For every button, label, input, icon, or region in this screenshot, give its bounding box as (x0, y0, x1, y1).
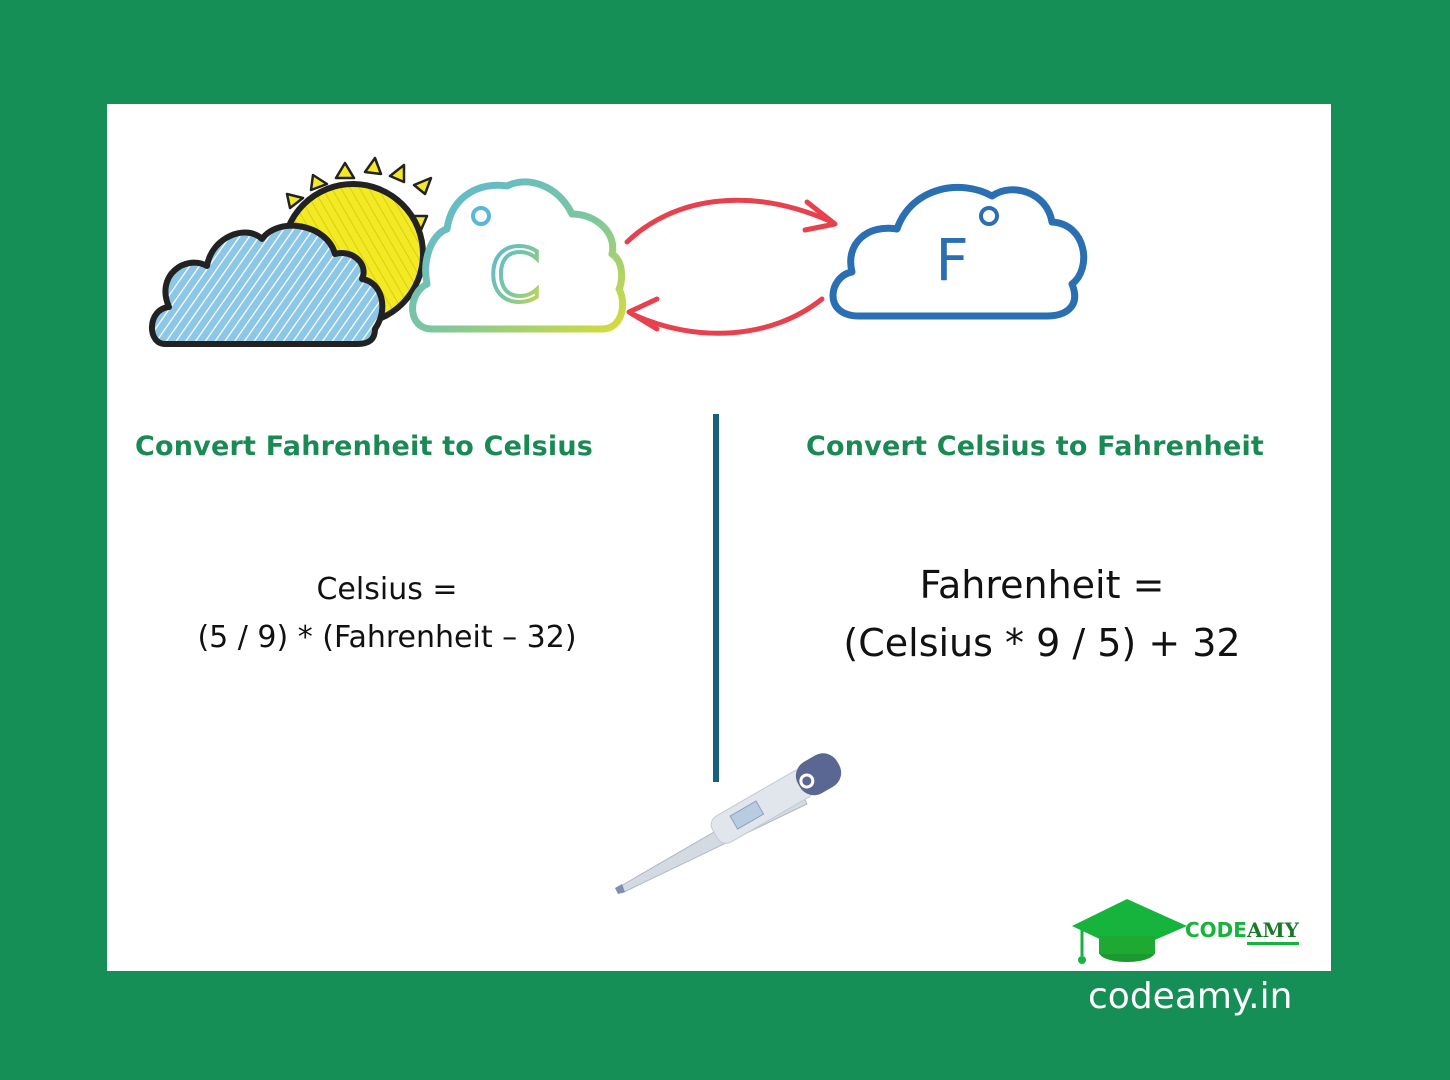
celsius-formula: Celsius = (5 / 9) * (Fahrenheit – 32) (167, 566, 607, 662)
celsius-letter: C (489, 233, 541, 319)
brand-name-part1: CODE (1185, 918, 1247, 942)
graduation-cap-logo-icon (1072, 899, 1187, 964)
conversion-arrows-icon (624, 197, 838, 336)
illustration-layer: C F (149, 156, 1187, 964)
thermometer-icon (615, 753, 842, 894)
celsius-formula-line2: (5 / 9) * (Fahrenheit – 32) (197, 620, 577, 655)
fahrenheit-cloud-icon: F (829, 183, 1088, 320)
center-divider (713, 414, 719, 782)
fahrenheit-formula: Fahrenheit = (Celsius * 9 / 5) + 32 (807, 556, 1277, 672)
fahrenheit-letter: F (935, 226, 968, 294)
cloud-icon (149, 222, 386, 347)
fahrenheit-to-celsius-heading: Convert Fahrenheit to Celsius (135, 431, 594, 462)
celsius-formula-line1: Celsius = (316, 572, 458, 607)
fahrenheit-formula-line2: (Celsius * 9 / 5) + 32 (843, 621, 1241, 665)
fahrenheit-formula-line1: Fahrenheit = (919, 563, 1165, 607)
celsius-cloud-icon: C (409, 178, 627, 333)
site-url: codeamy.in (1088, 976, 1293, 1017)
content-card: C F (107, 104, 1331, 971)
celsius-to-fahrenheit-heading: Convert Celsius to Fahrenheit (806, 431, 1265, 462)
brand-logo: CODEAMY (1185, 918, 1299, 945)
brand-name-part2: AMY (1246, 918, 1299, 945)
